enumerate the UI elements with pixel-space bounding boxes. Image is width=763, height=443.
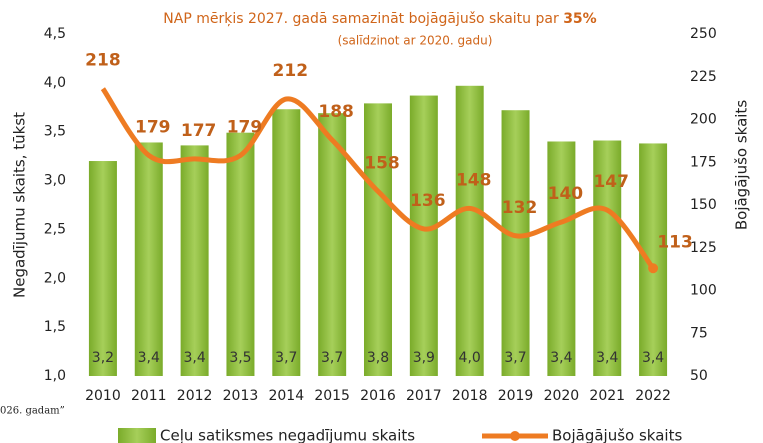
bar [134,142,163,376]
line-value-label: 158 [364,153,400,173]
y2-tick-label: 75 [690,325,708,341]
bar [593,140,622,376]
bar-value-label: 3,7 [275,350,297,366]
y-tick-label: 1,5 [44,319,66,335]
y2-tick-label: 250 [690,26,717,42]
bar-value-label: 3,8 [367,350,389,366]
bar [455,85,484,376]
legend-swatch [510,431,520,441]
bar [180,145,209,376]
y-tick-label: 2,0 [44,270,66,286]
line-value-label: 140 [548,184,584,204]
x-tick-label: 2017 [406,388,442,404]
x-tick-label: 2021 [589,388,625,404]
annotation: 026. gadam” [0,406,65,417]
x-tick-label: 2014 [268,388,304,404]
x-tick-label: 2018 [452,388,488,404]
y2-tick-label: 100 [690,283,717,299]
x-tick-label: 2011 [131,388,167,404]
line-value-label: 188 [318,102,354,122]
line-marker [648,263,659,274]
bar-value-label: 3,7 [321,350,343,366]
y-tick-label: 4,5 [44,26,66,42]
y-tick-label: 4,0 [44,75,66,91]
subtitle: (salīdzinot ar 2020. gadu) [338,34,493,48]
legend-swatch [118,428,156,443]
bar [409,95,438,376]
x-tick-label: 2020 [544,388,580,404]
bar-value-label: 3,2 [92,350,114,366]
y-axis-label: Negadījumu skaits, tūkst [11,112,29,298]
y-tick-label: 2,5 [44,221,66,237]
line-value-label: 148 [456,170,492,190]
bar-value-label: 3,4 [550,350,572,366]
bar [547,141,576,376]
x-tick-label: 2012 [177,388,213,404]
title-text: NAP mērķis 2027. gadā samazināt bojāgāju… [163,11,559,27]
line-value-label: 218 [85,51,121,71]
bar-value-label: 3,5 [229,350,251,366]
x-tick-label: 2013 [223,388,259,404]
bar-value-label: 4,0 [459,350,481,366]
chart-title: NAP mērķis 2027. gadā samazināt bojāgāju… [163,11,596,27]
y-tick-label: 1,0 [44,368,66,384]
bar [272,109,301,377]
y2-tick-label: 50 [690,368,708,384]
y-tick-label: 3,0 [44,173,66,189]
bar-value-label: 3,4 [183,350,205,366]
legend-label: Ceļu satiksmes negadījumu skaits [160,427,415,443]
line-value-label: 136 [410,191,446,211]
y2-tick-label: 150 [690,197,717,213]
line-value-label: 179 [135,117,171,137]
y2-tick-label: 200 [690,112,717,128]
line-value-label: 179 [227,117,263,137]
legend-label: Bojāgājušo skaits [552,427,682,443]
x-tick-label: 2019 [498,388,534,404]
bar [88,161,117,376]
line-value-label: 177 [181,121,217,141]
x-tick-label: 2015 [314,388,350,404]
bar-value-label: 3,9 [413,350,435,366]
x-tick-label: 2022 [635,388,671,404]
bar-value-label: 3,4 [642,350,664,366]
line-value-label: 132 [502,198,538,218]
line-value-label: 212 [273,61,309,81]
bar [318,113,347,377]
title-highlight: 35% [563,11,597,27]
y2-axis-label: Bojāgājušo skaits [733,100,751,230]
bar [501,110,530,377]
y2-tick-label: 175 [690,154,717,170]
bar [639,143,668,376]
y2-tick-label: 225 [690,69,717,85]
bar-value-label: 3,4 [138,350,160,366]
x-tick-label: 2016 [360,388,396,404]
line-value-label: 147 [593,172,629,192]
line [100,87,656,270]
x-tick-label: 2010 [85,388,121,404]
bar-value-label: 3,4 [596,350,618,366]
bar [226,132,255,376]
y-tick-label: 3,5 [44,124,66,140]
line-value-label: 113 [657,232,693,252]
y2-tick-label: 125 [690,240,717,256]
bar-value-label: 3,7 [504,350,526,366]
bar [364,103,392,377]
